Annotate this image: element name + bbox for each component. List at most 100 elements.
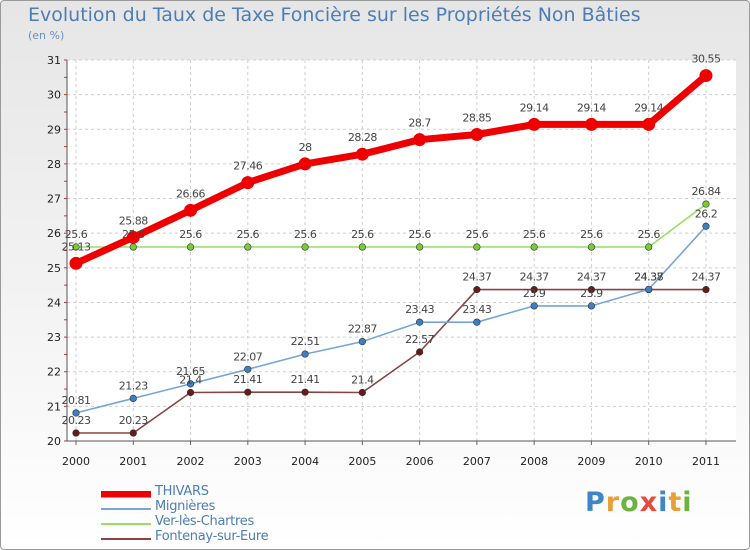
data-label: 21.65	[176, 365, 205, 378]
y-tick-label: 29	[47, 123, 61, 136]
legend-label-mignieres: Mignières	[155, 499, 216, 514]
data-label: 21.4	[179, 374, 202, 387]
data-label: 20.23	[119, 414, 148, 427]
logo-letter: i	[682, 487, 693, 518]
data-label: 28.85	[462, 111, 491, 124]
data-point	[186, 243, 195, 251]
data-label: 29.14	[577, 101, 606, 114]
data-point	[702, 222, 710, 230]
data-label: 25.13	[62, 240, 91, 253]
y-tick-label: 21	[47, 400, 61, 413]
data-point	[241, 176, 255, 190]
y-tick-label: 23	[47, 331, 61, 344]
x-tick-label: 2004	[291, 455, 319, 468]
data-label: 28	[299, 141, 312, 154]
data-point	[702, 200, 710, 208]
legend-label-ver-les-chartres: Ver-lès-Chartres	[155, 514, 254, 529]
data-label: 25.6	[466, 228, 489, 241]
data-label: 24.37	[634, 271, 663, 284]
unit-label: (en %)	[28, 29, 65, 42]
data-point	[416, 243, 424, 251]
data-point	[358, 243, 366, 251]
data-label: 24.37	[462, 271, 491, 284]
data-point	[413, 133, 427, 147]
y-tick-label: 28	[47, 158, 61, 171]
data-label: 29.14	[634, 101, 663, 114]
legend-swatch-mignieres	[101, 508, 151, 510]
data-point	[298, 157, 312, 171]
data-point	[645, 243, 653, 251]
data-label: 26.84	[691, 185, 720, 198]
data-label: 25.6	[237, 228, 260, 241]
y-tick-label: 22	[47, 366, 61, 379]
y-tick-label: 31	[47, 54, 61, 67]
data-point	[702, 286, 710, 294]
data-label: 30.55	[691, 53, 720, 66]
data-point	[72, 429, 80, 437]
data-point	[301, 350, 309, 358]
legend-swatch-ver-les-chartres	[101, 523, 151, 525]
data-point	[530, 243, 538, 251]
series-line-2	[75, 203, 707, 248]
data-point	[355, 147, 369, 161]
data-label: 24.37	[577, 271, 606, 284]
y-tick-label: 24	[47, 296, 61, 309]
data-point	[473, 318, 481, 326]
legend-swatch-thivars	[101, 491, 151, 498]
data-point	[72, 409, 80, 417]
x-tick-label: 2007	[463, 455, 491, 468]
data-point	[587, 243, 596, 251]
data-label: 22.87	[348, 323, 377, 336]
y-tick-label: 20	[47, 435, 61, 448]
data-label: 28.7	[408, 117, 431, 130]
data-point	[358, 388, 366, 397]
data-label: 23.43	[405, 303, 434, 316]
series-line-3	[75, 288, 707, 434]
x-tick-label: 2005	[348, 455, 376, 468]
data-label: 23.9	[523, 287, 546, 300]
data-point	[358, 337, 366, 346]
data-label: 22.51	[291, 335, 320, 348]
data-label: 26.2	[695, 207, 718, 220]
data-point	[244, 365, 252, 373]
data-label: 25.6	[179, 228, 202, 241]
data-point	[129, 394, 137, 402]
logo-letter: r	[605, 487, 621, 518]
x-tick-label: 2006	[406, 455, 434, 468]
data-point	[301, 388, 309, 396]
logo-letter: t	[668, 487, 683, 518]
data-point	[72, 243, 80, 251]
data-point	[473, 243, 481, 251]
data-point	[530, 302, 538, 310]
chart-title: Evolution du Taux de Taxe Foncière sur l…	[28, 4, 641, 26]
y-tick-label: 30	[47, 89, 61, 102]
data-label: 20.23	[62, 414, 91, 427]
proxiti-logo: Proxiti	[585, 487, 693, 518]
logo-letter: o	[620, 487, 640, 518]
x-tick-label: 2010	[635, 455, 663, 468]
data-label: 25.6	[122, 228, 145, 241]
data-label: 22.57	[405, 333, 434, 346]
plot-area	[67, 60, 736, 441]
data-label: 21.41	[233, 373, 262, 386]
data-point	[186, 388, 195, 397]
data-point	[642, 117, 656, 131]
data-point	[587, 286, 596, 294]
logo-letter: x	[639, 487, 659, 518]
data-point	[699, 69, 713, 83]
y-tick-label: 27	[47, 193, 61, 206]
y-tick-label: 25	[47, 262, 61, 275]
data-label: 21.4	[351, 374, 374, 387]
data-label: 25.6	[408, 228, 431, 241]
x-tick-label: 2003	[234, 455, 262, 468]
data-label: 25.6	[580, 228, 603, 241]
data-point	[584, 117, 598, 131]
data-point	[416, 348, 424, 356]
data-label: 21.23	[119, 379, 148, 392]
data-point	[587, 302, 596, 310]
data-point	[129, 243, 137, 251]
data-point	[301, 243, 309, 251]
x-tick-label: 2009	[577, 455, 605, 468]
